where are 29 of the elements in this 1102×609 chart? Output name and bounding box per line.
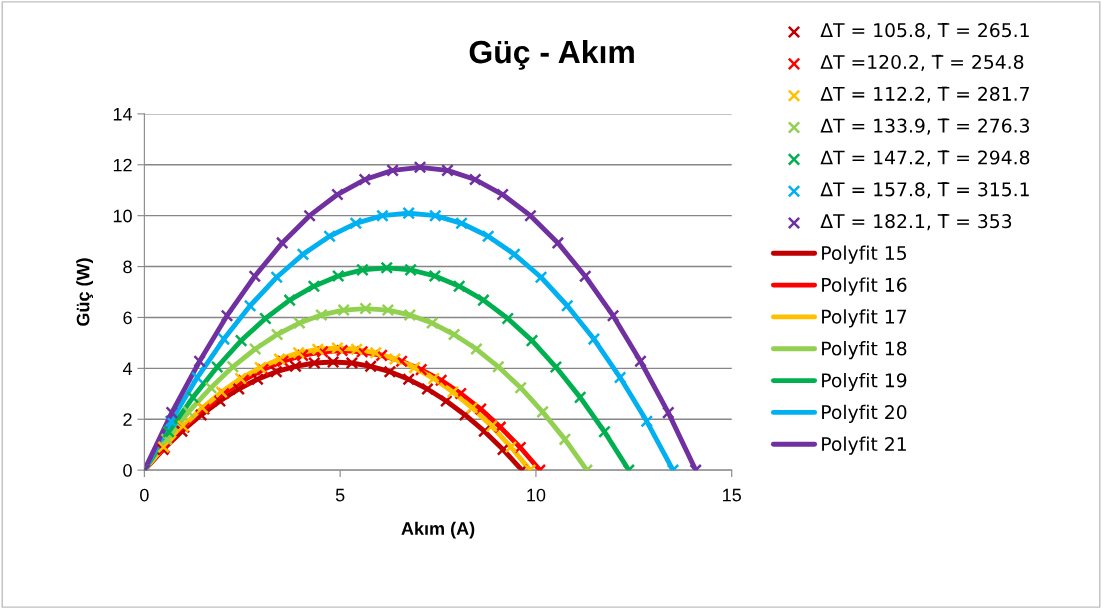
- legend-label: ΔT = 112.2, T̄ = 281.7: [820, 86, 1029, 103]
- chart-title: Güç - Akım: [469, 39, 634, 70]
- x-tick-label: 0: [140, 488, 149, 502]
- legend-label: Polyfit 15: [822, 245, 907, 264]
- legend-label: ΔT = 105.8, T̄ = 265.1: [820, 23, 1029, 40]
- y-tick-label: 10: [113, 209, 132, 223]
- y-tick-label: 12: [113, 158, 132, 172]
- legend-label: Polyfit 21: [822, 436, 906, 455]
- legend-label: ΔT = 133.9, T̄ = 276.3: [820, 118, 1030, 135]
- legend-label: Polyfit 18: [822, 341, 907, 360]
- legend-label: ΔT = 147.2, T̄ = 294.8: [820, 150, 1030, 167]
- y-tick-label: 6: [123, 311, 132, 325]
- y-tick-label: 2: [123, 413, 132, 426]
- y-tick-label: 0: [123, 464, 132, 477]
- legend-label: ΔT =120.2, T̄ = 254.8: [820, 54, 1024, 71]
- y-tick-label: 8: [123, 260, 132, 274]
- y-tick-label: 14: [113, 108, 133, 121]
- x-tick-label: 10: [527, 488, 546, 502]
- y-axis-title: Güç (W): [76, 258, 94, 326]
- legend-label: ΔT = 157.8, T̄ = 315.1: [820, 182, 1029, 199]
- x-axis-title: Akım (A): [401, 521, 475, 539]
- legend-label: ΔT = 182.1, T̄ = 353: [820, 214, 1012, 231]
- legend-label: Polyfit 19: [822, 372, 907, 392]
- legend-label: Polyfit 17: [822, 309, 907, 328]
- x-tick-label: 15: [723, 488, 742, 502]
- y-tick-label: 4: [122, 362, 133, 375]
- x-tick-label: 5: [335, 488, 345, 502]
- legend-label: Polyfit 16: [822, 277, 907, 296]
- legend-label: Polyfit 20: [822, 404, 907, 423]
